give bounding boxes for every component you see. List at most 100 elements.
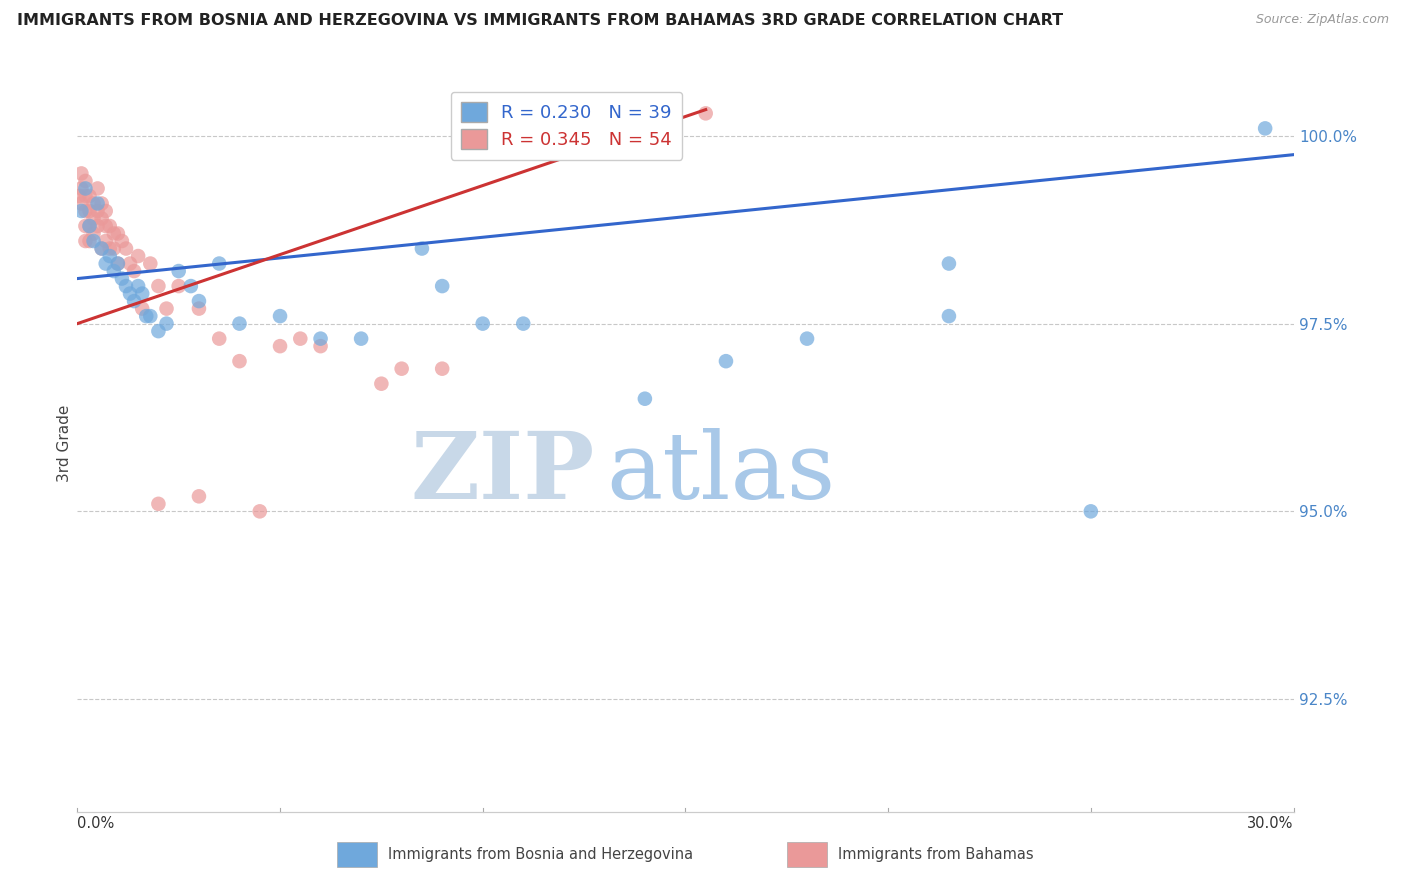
Point — [79, 204, 101, 219]
Text: 0.0%: 0.0% — [77, 816, 114, 831]
Point — [391, 361, 413, 376]
Point — [94, 234, 117, 248]
Point — [471, 317, 494, 331]
Point — [269, 309, 291, 323]
Point — [79, 234, 101, 248]
Point — [1080, 504, 1102, 518]
Text: 30.0%: 30.0% — [1247, 816, 1294, 831]
Point — [83, 227, 105, 241]
Text: Source: ZipAtlas.com: Source: ZipAtlas.com — [1256, 13, 1389, 27]
Point — [139, 256, 162, 270]
Point — [1254, 121, 1277, 136]
Point — [94, 256, 117, 270]
Point — [79, 189, 101, 203]
Point — [208, 332, 231, 346]
Point — [938, 256, 960, 270]
Point — [67, 189, 90, 203]
Point — [148, 324, 170, 338]
Point — [98, 242, 121, 256]
Point — [86, 181, 108, 195]
Point — [512, 317, 534, 331]
Point — [75, 219, 97, 233]
Point — [118, 286, 141, 301]
Point — [309, 339, 332, 353]
Point — [695, 106, 717, 120]
Point — [86, 196, 108, 211]
Point — [208, 256, 231, 270]
Point — [432, 279, 454, 293]
Point — [370, 376, 392, 391]
Point — [127, 279, 149, 293]
Point — [269, 339, 291, 353]
Point — [70, 166, 93, 180]
Point — [309, 332, 332, 346]
Point — [432, 361, 454, 376]
Text: atlas: atlas — [606, 428, 835, 518]
Point — [249, 504, 271, 518]
Point — [75, 189, 97, 203]
Point — [79, 219, 101, 233]
Point — [135, 309, 157, 323]
Point — [86, 219, 108, 233]
Point — [188, 294, 211, 309]
Point — [167, 279, 190, 293]
Point — [86, 204, 108, 219]
Point — [796, 332, 818, 346]
Point — [155, 301, 177, 316]
Text: IMMIGRANTS FROM BOSNIA AND HERZEGOVINA VS IMMIGRANTS FROM BAHAMAS 3RD GRADE CORR: IMMIGRANTS FROM BOSNIA AND HERZEGOVINA V… — [17, 13, 1063, 29]
Point — [79, 219, 101, 233]
Point — [75, 204, 97, 219]
Point — [94, 204, 117, 219]
Point — [75, 174, 97, 188]
Point — [75, 181, 97, 195]
Point — [103, 242, 125, 256]
Point — [127, 249, 149, 263]
Point — [107, 256, 129, 270]
Text: Immigrants from Bahamas: Immigrants from Bahamas — [838, 847, 1033, 862]
Point — [94, 219, 117, 233]
Point — [107, 256, 129, 270]
Point — [98, 219, 121, 233]
Point — [122, 294, 145, 309]
Point — [115, 242, 138, 256]
Point — [118, 256, 141, 270]
Point — [350, 332, 373, 346]
Point — [107, 227, 129, 241]
Text: ZIP: ZIP — [411, 428, 595, 518]
Point — [70, 196, 93, 211]
Text: Immigrants from Bosnia and Herzegovina: Immigrants from Bosnia and Herzegovina — [388, 847, 693, 862]
Point — [98, 249, 121, 263]
Point — [155, 317, 177, 331]
Point — [139, 309, 162, 323]
Point — [111, 271, 134, 285]
Point — [290, 332, 312, 346]
Point — [131, 301, 153, 316]
Point — [83, 234, 105, 248]
Point — [411, 242, 433, 256]
Point — [90, 211, 112, 226]
Y-axis label: 3rd Grade: 3rd Grade — [56, 405, 72, 483]
Point — [90, 196, 112, 211]
Point — [70, 204, 93, 219]
Point — [103, 264, 125, 278]
Point — [938, 309, 960, 323]
Point — [70, 181, 93, 195]
Point — [634, 392, 657, 406]
Point — [714, 354, 737, 368]
Point — [75, 234, 97, 248]
Point — [228, 317, 250, 331]
Point — [90, 242, 112, 256]
Point — [167, 264, 190, 278]
Point — [103, 227, 125, 241]
Point — [83, 196, 105, 211]
Point — [148, 497, 170, 511]
Point — [131, 286, 153, 301]
Point — [90, 242, 112, 256]
Point — [122, 264, 145, 278]
Point — [188, 301, 211, 316]
Point — [111, 234, 134, 248]
Point — [180, 279, 202, 293]
Point — [228, 354, 250, 368]
Point — [188, 489, 211, 503]
Point — [115, 279, 138, 293]
